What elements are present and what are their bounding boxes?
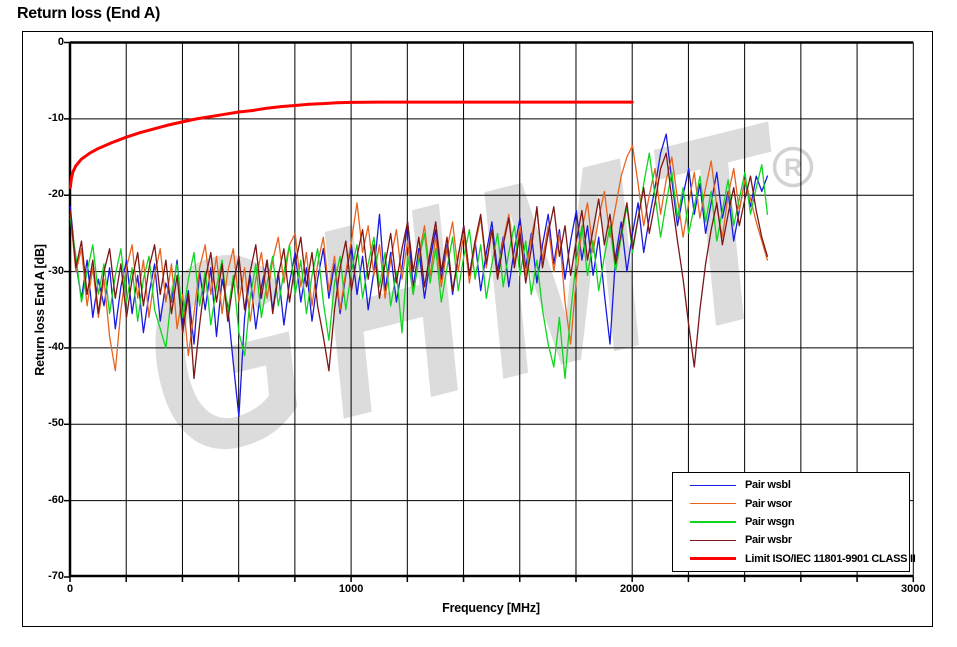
legend-label: Pair wsor [745, 497, 792, 510]
chart-title: Return loss (End A) [17, 5, 161, 22]
legend-label: Pair wsbr [745, 534, 792, 547]
series-limit-iso-iec-11801-9901-class-ii [68, 100, 634, 190]
legend-item: Pair wsbl [690, 479, 909, 491]
y-tick-label: 0 [57, 35, 64, 48]
series-pair-wsbr [69, 152, 769, 380]
registered-trademark-letter: R [784, 154, 802, 182]
x-tick-label: 1000 [338, 583, 364, 595]
legend-line-swatch [690, 521, 736, 523]
legend-label: Pair wsgn [745, 515, 795, 528]
legend-item: Pair wsgn [690, 516, 909, 528]
series-pair-wsor [69, 144, 769, 372]
legend-item: Pair wsor [690, 498, 909, 510]
legend-line-swatch [690, 484, 736, 487]
legend-item: Pair wsbr [690, 534, 909, 546]
series-pair-wsgn [69, 152, 769, 380]
y-tick-label: -70 [48, 570, 64, 582]
x-tick-label: 0 [66, 583, 74, 595]
x-axis-label: Frequency [MHz] [442, 601, 540, 615]
y-tick-label: -50 [48, 417, 64, 430]
legend-line-swatch [690, 539, 736, 542]
y-tick-label: -20 [48, 188, 64, 201]
x-tick-label: 2000 [619, 583, 645, 595]
x-tick-label: 3000 [901, 583, 926, 595]
y-tick-label: -60 [48, 493, 64, 506]
legend-line-swatch [690, 502, 736, 505]
legend-label: Pair wsbl [745, 479, 791, 492]
legend: Pair wsbl Pair wsor Pair wsgn Pair wsbr Limi… [672, 472, 916, 572]
registered-trademark-icon [772, 146, 814, 188]
y-tick-label: -10 [48, 111, 64, 124]
legend-item: Limit ISO/IEC 11801-9901 CLASS II [690, 553, 916, 565]
y-tick-label: -30 [48, 264, 64, 277]
legend-label: Limit ISO/IEC 11801-9901 CLASS II [745, 552, 916, 565]
y-tick-label: -40 [48, 340, 64, 353]
series-pair-wsbl [69, 133, 769, 418]
legend-line-swatch [690, 556, 736, 561]
